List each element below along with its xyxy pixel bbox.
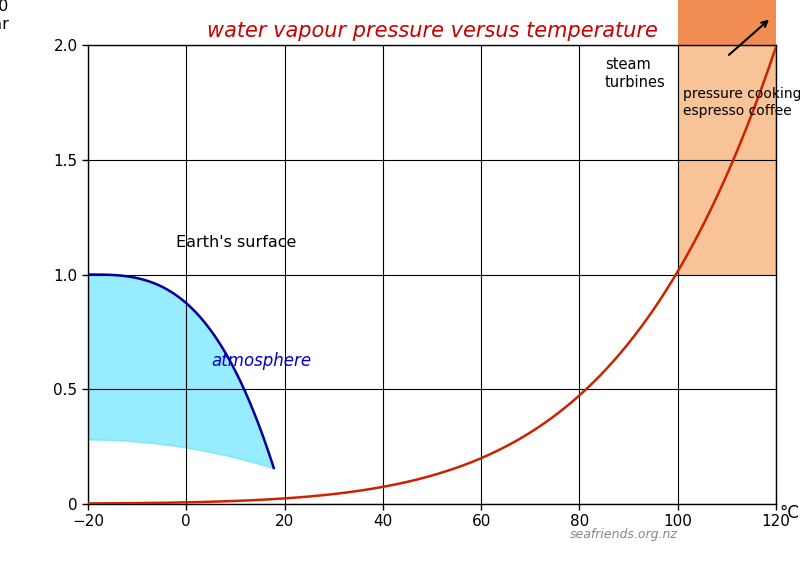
Text: 2.0
bar: 2.0 bar: [0, 0, 9, 32]
Bar: [678, 45, 776, 275]
Text: Earth's surface: Earth's surface: [177, 235, 297, 250]
Text: °C: °C: [779, 504, 799, 522]
Title: water vapour pressure versus temperature: water vapour pressure versus temperature: [206, 21, 658, 41]
Text: atmosphere: atmosphere: [211, 352, 311, 370]
Bar: [678, 0, 776, 45]
Text: steam
turbines: steam turbines: [605, 57, 666, 89]
Text: seafriends.org.nz: seafriends.org.nz: [570, 528, 678, 541]
Text: pressure cooking
espresso coffee: pressure cooking espresso coffee: [682, 88, 800, 118]
